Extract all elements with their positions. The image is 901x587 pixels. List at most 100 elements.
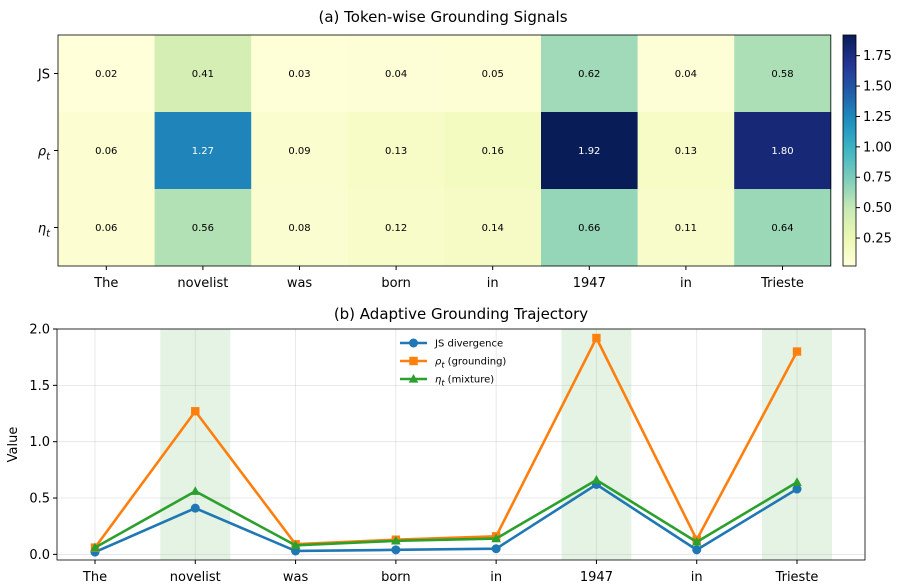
heatmap-cell xyxy=(347,35,445,113)
heatmap-cell xyxy=(444,35,542,113)
colorbar: 0.25 0.50 0.75 1.00 1.25 1.50 1.75 xyxy=(842,34,892,267)
y-tick-label: 0.5 xyxy=(29,492,50,507)
cell-value: 0.02 xyxy=(95,69,117,80)
colorbar-tick-label: 0.25 xyxy=(863,232,892,247)
heatmap-cell xyxy=(154,35,252,113)
x-tick-label: 1947 xyxy=(580,570,613,585)
cell-value: 0.09 xyxy=(288,146,310,157)
heatmap-cell xyxy=(734,189,832,267)
cell-value: 0.03 xyxy=(288,69,310,80)
square-marker xyxy=(191,407,200,416)
legend-label: JS divergence xyxy=(434,339,503,350)
cell-value: 0.06 xyxy=(95,146,117,157)
heatmap-cell xyxy=(541,112,638,190)
circle-marker xyxy=(409,338,418,348)
cell-value: 1.27 xyxy=(192,146,214,157)
cell-value: 0.64 xyxy=(771,223,793,234)
square-marker xyxy=(792,347,802,356)
heatmap-cell xyxy=(58,189,155,267)
colorbar-gradient xyxy=(842,34,857,267)
x-tick-label: in xyxy=(691,570,703,585)
highlight-span xyxy=(561,329,632,560)
heatmap-cell xyxy=(251,112,349,190)
colorbar-tick-label: 0.75 xyxy=(863,171,892,186)
x-tick-label: in xyxy=(490,570,502,585)
heatmap-cell xyxy=(444,112,542,190)
triangle-marker xyxy=(391,535,401,545)
y-tick-label: 1.0 xyxy=(29,435,50,450)
circle-marker xyxy=(391,545,401,555)
series-triangle xyxy=(90,474,802,552)
cell-value: 0.13 xyxy=(675,146,697,157)
cell-value: 0.16 xyxy=(482,146,504,157)
y-axis-label: Value xyxy=(6,427,21,463)
heatmap-cell xyxy=(637,189,735,267)
triangle-marker xyxy=(408,374,419,383)
x-tick-label: was xyxy=(287,276,313,291)
heatmap-cell xyxy=(251,189,349,267)
circle-marker xyxy=(190,503,200,513)
heatmap-cell xyxy=(637,35,735,113)
heatmap-cell xyxy=(347,189,445,267)
x-tick-label: The xyxy=(93,276,118,291)
colorbar-tick-label: 1.50 xyxy=(863,80,892,95)
square-marker xyxy=(592,333,601,343)
heatmap-cell xyxy=(58,35,155,113)
colorbar-tick-label: 1.00 xyxy=(863,140,892,155)
line-chart-title: (b) Adaptive Grounding Trajectory xyxy=(334,305,588,323)
cell-value: 0.13 xyxy=(385,146,407,157)
heatmap: 0.02 0.41 0.03 0.04 0.05 0.62 0.04 0.58 JS 0.06 1.… xyxy=(37,34,832,291)
triangle-marker xyxy=(491,533,501,543)
circle-marker xyxy=(491,544,501,554)
x-tick-label: was xyxy=(283,570,309,585)
triangle-marker xyxy=(90,542,100,552)
x-tick-label: born xyxy=(381,570,411,585)
x-tick-label: novelist xyxy=(170,570,221,585)
square-marker xyxy=(409,356,418,366)
triangle-marker xyxy=(691,536,702,546)
heatmap-frame xyxy=(57,34,832,267)
colorbar-tick-label: 1.75 xyxy=(863,49,892,64)
cell-value: 0.05 xyxy=(482,69,504,80)
x-tick-label: 1947 xyxy=(573,276,606,291)
cell-value: 0.04 xyxy=(675,69,697,80)
heatmap-cell xyxy=(637,112,735,190)
cell-value: 0.62 xyxy=(578,69,600,80)
cell-value: 0.56 xyxy=(192,223,214,234)
cell-value: 1.92 xyxy=(578,146,600,157)
cell-value: 0.58 xyxy=(771,69,793,80)
row-label: ηt xyxy=(38,222,51,240)
legend-label: ρt (grounding) xyxy=(435,357,506,370)
plot-frame xyxy=(56,328,866,561)
legend: JS divergence ρt (grounding) ηt (mixture) xyxy=(400,338,506,388)
circle-marker xyxy=(792,484,802,494)
cell-value: 0.08 xyxy=(288,223,310,234)
colorbar-tick-label: 1.25 xyxy=(863,110,892,125)
heatmap-title: (a) Token-wise Grounding Signals xyxy=(318,8,567,26)
y-tick-label: 2.0 xyxy=(29,323,50,338)
heatmap-cell xyxy=(154,189,252,267)
heatmap-cell xyxy=(734,112,832,190)
heatmap-cell xyxy=(154,112,252,190)
row-label: JS xyxy=(37,68,50,83)
triangle-marker xyxy=(792,477,802,486)
triangle-marker xyxy=(290,540,301,549)
heatmap-cell xyxy=(541,189,638,267)
colorbar-tick-label: 0.50 xyxy=(863,201,892,216)
cell-value: 0.12 xyxy=(385,223,407,234)
circle-marker xyxy=(692,545,702,555)
series-line xyxy=(94,478,798,549)
x-tick-label: novelist xyxy=(177,276,228,291)
x-tick-label: The xyxy=(82,570,107,585)
x-tick-label: in xyxy=(680,276,692,291)
heatmap-cell xyxy=(58,112,155,190)
series-line xyxy=(93,336,799,549)
triangle-marker xyxy=(591,474,602,484)
cell-value: 0.14 xyxy=(482,223,504,234)
heatmap-cell xyxy=(734,35,832,113)
cell-value: 0.04 xyxy=(385,69,407,80)
row-label: ρt xyxy=(38,145,51,163)
x-tick-label: Trieste xyxy=(760,276,804,291)
triangle-marker xyxy=(190,486,201,495)
